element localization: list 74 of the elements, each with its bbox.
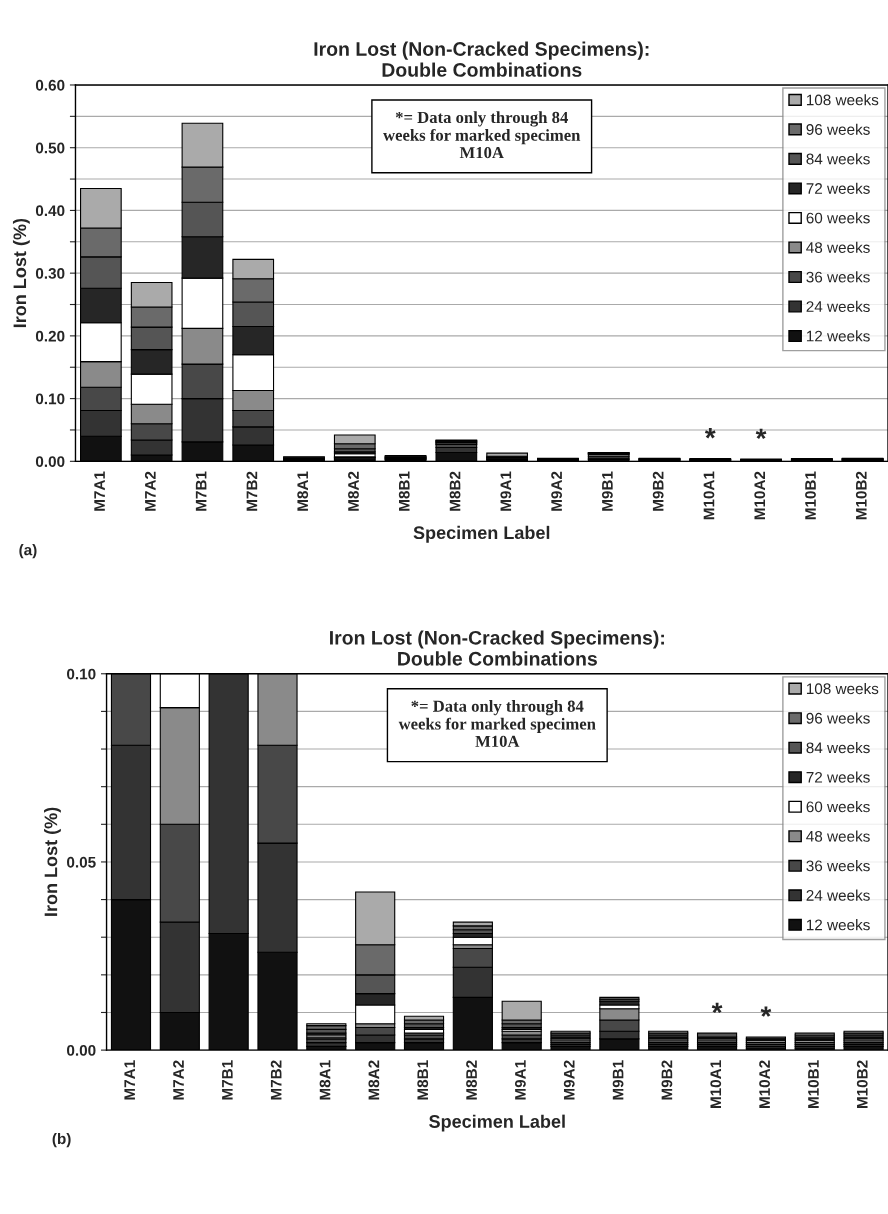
legend-label: 60 weeks: [806, 212, 870, 224]
y-tick-label: 0.10: [35, 393, 65, 405]
legend-label: 24 weeks: [806, 889, 870, 901]
y-tick-label: 0.10: [67, 668, 96, 680]
y-tick-label: 0.50: [35, 142, 65, 154]
legend-label: 108 weeks: [806, 94, 879, 106]
x-tick-label: M8B2: [466, 1060, 477, 1100]
legend-label: 108 weeks: [806, 682, 879, 695]
x-axis-title: Specimen Label: [413, 525, 550, 543]
x-tick-label: M9B2: [652, 471, 664, 511]
x-tick-label: M10A1: [710, 1060, 722, 1109]
x-tick-label: M8A2: [368, 1060, 380, 1100]
x-tick-label: M7A1: [94, 471, 105, 511]
y-tick-label: 0.05: [67, 856, 96, 868]
y-tick-label: 0.00: [67, 1044, 96, 1056]
legend-label: 48 weeks: [806, 241, 870, 253]
x-tick-label: M8B2: [449, 471, 461, 511]
legend-label: 60 weeks: [806, 801, 870, 813]
x-tick-label: M9B1: [612, 1060, 624, 1100]
x-tick-label: M8A2: [348, 471, 359, 511]
x-tick-label: M8B1: [417, 1060, 429, 1100]
x-tick-label: M10B1: [808, 1060, 819, 1109]
x-tick-label: M7A2: [173, 1060, 184, 1100]
x-tick-label: M10A1: [703, 471, 715, 520]
text: (a): [19, 544, 37, 559]
y-tick-label: 0.00: [35, 456, 65, 468]
legend-label: 72 weeks: [806, 182, 870, 194]
y-axis-title: Iron Lost (%): [12, 218, 30, 328]
legend-label: 48 weeks: [806, 830, 870, 842]
chart-title: Iron Lost (Non-Cracked Specimens): Double Combinations: [330, 630, 664, 666]
x-tick-label: M10B1: [805, 471, 816, 520]
legend-label: 36 weeks: [806, 860, 870, 872]
x-tick-label: M7B2: [270, 1060, 282, 1100]
x-tick-label: M8B1: [398, 471, 410, 511]
legend-label: 72 weeks: [806, 771, 870, 783]
legend-label: 84 weeks: [806, 741, 870, 754]
text: (b): [52, 1132, 71, 1148]
x-tick-label: M7B2: [246, 471, 258, 511]
x-tick-label: M9A1: [500, 471, 512, 511]
annotation: *: [704, 428, 716, 439]
x-tick-label: M9B2: [661, 1060, 673, 1100]
y-tick-label: 0.30: [35, 268, 65, 279]
x-tick-label: M10B2: [856, 1060, 868, 1109]
x-tick-label: M8A1: [297, 471, 309, 511]
legend-label: 96 weeks: [806, 712, 870, 724]
annotation: *: [755, 428, 767, 440]
x-axis-title: Specimen Label: [429, 1114, 565, 1132]
x-tick-label: M10A2: [754, 471, 766, 520]
legend-label: 96 weeks: [806, 123, 870, 135]
x-tick-label: M8A1: [319, 1060, 331, 1100]
x-tick-label: M10A2: [759, 1060, 770, 1109]
legend-label: 24 weeks: [806, 300, 870, 313]
y-tick-label: 0.40: [35, 205, 65, 217]
legend-label: 84 weeks: [806, 153, 870, 165]
y-tick-label: 0.20: [35, 330, 65, 342]
x-tick-label: M10B2: [855, 471, 867, 520]
x-tick-label: M7B1: [222, 1060, 233, 1100]
x-tick-label: M7B1: [195, 471, 207, 511]
y-axis-title: Iron Lost (%): [44, 807, 61, 916]
legend-label: 12 weeks: [806, 330, 870, 342]
x-tick-label: M9A2: [551, 471, 563, 511]
x-tick-label: M9A2: [563, 1060, 575, 1100]
x-tick-label: M9A1: [514, 1060, 526, 1100]
legend-label: 12 weeks: [806, 919, 870, 931]
annotation: *= Data only through 84 weeks for marked specimen M10A: [398, 700, 596, 748]
annotation: *: [711, 1002, 723, 1014]
chart-title: Iron Lost (Non-Cracked Specimens): Double Combinations: [314, 41, 649, 77]
x-tick-label: M7A2: [144, 471, 156, 511]
legend-label: 36 weeks: [806, 271, 870, 283]
x-tick-label: M7A1: [124, 1060, 135, 1100]
x-tick-label: M9B1: [601, 471, 613, 511]
annotation: *: [760, 1006, 772, 1017]
y-tick-label: 0.60: [35, 79, 65, 91]
annotation: *= Data only through 84 weeks for marked specimen M10A: [383, 111, 581, 159]
